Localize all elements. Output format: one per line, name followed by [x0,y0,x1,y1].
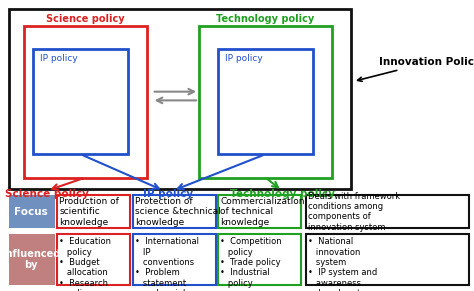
Bar [57,234,130,285]
Bar [9,9,351,189]
Bar [133,234,216,285]
Text: Deals with framework
conditions among
components of
innovation system: Deals with framework conditions among co… [308,191,400,232]
Bar [57,195,130,228]
Bar [24,26,147,178]
Text: Technology policy: Technology policy [216,15,315,24]
Bar [306,195,469,228]
Text: •  Competition
   policy
•  Trade policy
•  Industrial
   policy: • Competition policy • Trade policy • In… [220,237,282,288]
Text: Production of
scientific
knowledge: Production of scientific knowledge [59,197,119,227]
Text: •  Education
   policy
•  Budget
   allocation
•  Research
   policy
•  Funds: • Education policy • Budget allocation •… [59,237,111,291]
Bar [218,195,301,228]
Bar [9,234,55,285]
Text: Influenced
by: Influenced by [2,249,60,270]
Bar [218,234,301,285]
Text: •  International
   IP
   conventions
•  Problem
   statement
   and social
   b: • International IP conventions • Problem… [135,237,199,291]
Bar [9,195,55,228]
Text: •  National
   innovation
   system
•  IP system and
   awareness
•  Legal syste: • National innovation system • IP system… [308,237,377,291]
Text: Science policy: Science policy [46,15,125,24]
Bar [33,49,128,154]
Text: IP policy: IP policy [143,189,193,199]
Text: Technology policy: Technology policy [229,189,335,199]
Text: Innovation Policy: Innovation Policy [357,57,474,81]
Text: IP policy: IP policy [225,54,263,63]
Text: IP policy: IP policy [40,54,78,63]
Bar [133,195,216,228]
Text: Focus: Focus [14,207,48,217]
Bar [218,49,313,154]
Text: Science policy: Science policy [6,189,89,199]
Text: Protection of
science &technical
knowledge: Protection of science &technical knowled… [135,197,221,227]
Bar [306,234,469,285]
Text: Commercialization
of technical
knowledge: Commercialization of technical knowledge [220,197,305,227]
Bar [199,26,332,178]
